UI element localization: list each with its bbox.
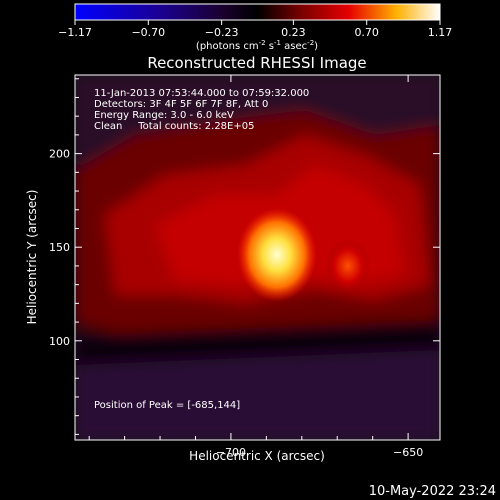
emission-sources [237, 113, 500, 327]
info-energy-range: Energy Range: 3.0 - 6.0 keV [94, 110, 234, 121]
y-tick-label: 200 [49, 148, 70, 161]
colorbar-tick-label: 1.17 [428, 26, 453, 39]
colorbar-tick-label: 0.70 [354, 26, 379, 39]
colorbar-gradient [75, 4, 440, 20]
colorbar-units: (photons cm-2 s-1 asec-2) [196, 39, 318, 52]
axis-ticks: −700−650−600100150200 [49, 75, 440, 459]
plot-area: −700−650−600100150200 [49, 74, 500, 459]
peak-position-text: Position of Peak = [-685,144] [94, 400, 240, 411]
emission-source [491, 113, 500, 176]
colorbar-tick-label: 0.23 [281, 26, 306, 39]
emission-source [325, 239, 371, 293]
plot-frame [74, 74, 441, 441]
emission-source [489, 268, 500, 327]
colorbar: −1.17 −0.70 −0.23 0.23 0.70 1.17 (photons cm-… [58, 3, 452, 52]
colorbar-frame [74, 3, 441, 21]
y-axis-label: Heliocentric Y (arcsec) [25, 190, 39, 325]
info-clean-counts: Clean Total counts: 2.28E+05 [94, 121, 254, 132]
x-tick-label: −650 [393, 446, 423, 459]
x-axis-label: Heliocentric X (arcsec) [189, 449, 325, 463]
colorbar-tick-label: −1.17 [58, 26, 92, 39]
info-detectors: Detectors: 3F 4F 5F 6F 7F 8F, Att 0 [94, 99, 268, 110]
colorbar-tick-label: −0.70 [131, 26, 165, 39]
emission-source [237, 207, 317, 302]
plot-title: Reconstructed RHESSI Image [147, 54, 366, 72]
colorbar-tick-label: −0.23 [205, 26, 239, 39]
observation-info: 11-Jan-2013 07:53:44.000 to 07:59:32.000… [94, 88, 309, 411]
y-tick-label: 150 [49, 241, 70, 254]
plot-timestamp: 10-May-2022 23:24 [369, 484, 496, 499]
heatmap-image [75, 75, 500, 440]
colorbar-ticks: −1.17 −0.70 −0.23 0.23 0.70 1.17 [58, 20, 452, 39]
x-tick-label: −700 [216, 446, 246, 459]
y-tick-label: 100 [49, 335, 70, 348]
info-time-range: 11-Jan-2013 07:53:44.000 to 07:59:32.000 [94, 88, 309, 99]
